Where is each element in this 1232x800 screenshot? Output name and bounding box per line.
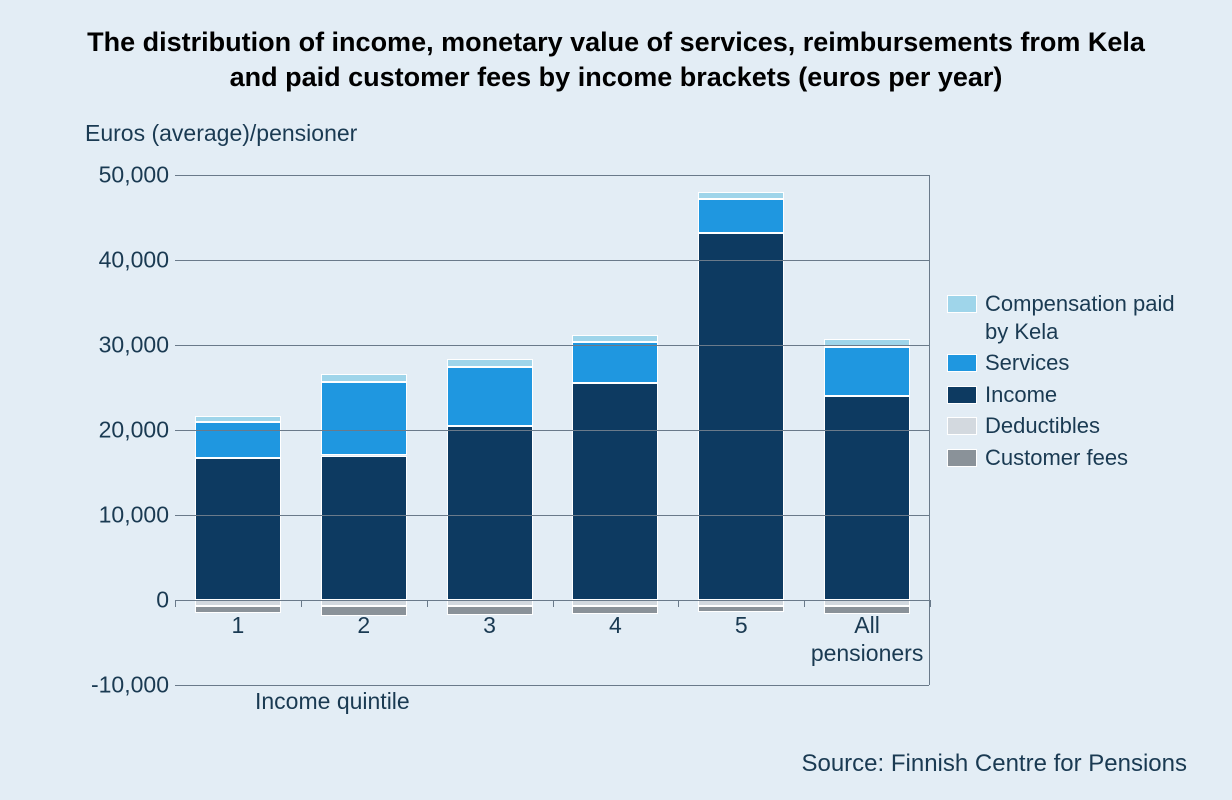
legend-item: Customer fees — [947, 444, 1202, 472]
chart: -10,000010,00020,00030,00040,00050,000 1… — [85, 175, 930, 685]
legend-label: Income — [985, 381, 1202, 409]
legend-swatch — [947, 449, 977, 467]
y-tick-label: 10,000 — [89, 502, 169, 529]
legend-swatch — [947, 386, 977, 404]
gridline — [175, 345, 929, 346]
bar-segment-compensation — [321, 374, 407, 382]
bar-segment-services — [698, 199, 784, 233]
bar-segment-services — [321, 382, 407, 456]
x-tick-mark — [678, 600, 679, 607]
legend: Compensation paid by Kela Services Income D… — [947, 290, 1202, 475]
bar-segment-income — [824, 396, 910, 600]
legend-item: Compensation paid by Kela — [947, 290, 1202, 345]
legend-swatch — [947, 295, 977, 313]
legend-label: Services — [985, 349, 1202, 377]
bar-segment-services — [572, 342, 658, 383]
x-tick-mark — [804, 600, 805, 607]
bar-segment-fees — [698, 606, 784, 612]
legend-swatch — [947, 417, 977, 435]
legend-item: Deductibles — [947, 412, 1202, 440]
x-tick-label: 4 — [609, 612, 622, 640]
plot-area: -10,000010,00020,00030,00040,00050,000 — [175, 175, 930, 685]
bar-segment-services — [824, 347, 910, 396]
gridline — [175, 515, 929, 516]
bar-segment-compensation — [572, 335, 658, 343]
bar-segment-compensation — [195, 416, 281, 423]
bar-segment-income — [447, 426, 533, 600]
bar-segment-services — [195, 422, 281, 458]
y-tick-label: -10,000 — [89, 672, 169, 699]
x-tick-mark — [175, 600, 176, 607]
gridline — [175, 260, 929, 261]
legend-item: Income — [947, 381, 1202, 409]
y-tick-label: 20,000 — [89, 417, 169, 444]
x-tick-label: 5 — [735, 612, 748, 640]
legend-swatch — [947, 354, 977, 372]
y-tick-label: 40,000 — [89, 247, 169, 274]
gridline — [175, 175, 929, 176]
y-axis-title: Euros (average)/pensioner — [85, 120, 357, 147]
legend-label: Customer fees — [985, 444, 1202, 472]
x-tick-mark — [553, 600, 554, 607]
bar-segment-income — [321, 456, 407, 601]
x-tick-label: 3 — [483, 612, 496, 640]
bar-segment-income — [195, 458, 281, 600]
x-tick-label: 1 — [232, 612, 245, 640]
legend-item: Services — [947, 349, 1202, 377]
chart-title: The distribution of income, monetary val… — [0, 0, 1232, 100]
x-axis-title: Income quintile — [255, 688, 410, 715]
y-tick-label: 50,000 — [89, 162, 169, 189]
x-tick-label: All pensioners — [811, 612, 924, 667]
source-text: Source: Finnish Centre for Pensions — [801, 750, 1187, 778]
bar-segment-income — [698, 233, 784, 600]
x-tick-label: 2 — [357, 612, 370, 640]
legend-label: Compensation paid by Kela — [985, 290, 1202, 345]
y-tick-label: 30,000 — [89, 332, 169, 359]
gridline — [175, 685, 929, 686]
x-tick-mark — [427, 600, 428, 607]
bar-segment-compensation — [698, 192, 784, 199]
gridline — [175, 430, 929, 431]
legend-label: Deductibles — [985, 412, 1202, 440]
bar-segment-income — [572, 383, 658, 600]
x-tick-mark — [930, 600, 931, 607]
bar-segment-services — [447, 367, 533, 426]
bar-segment-compensation — [447, 359, 533, 367]
x-tick-mark — [301, 600, 302, 607]
y-tick-label: 0 — [89, 587, 169, 614]
